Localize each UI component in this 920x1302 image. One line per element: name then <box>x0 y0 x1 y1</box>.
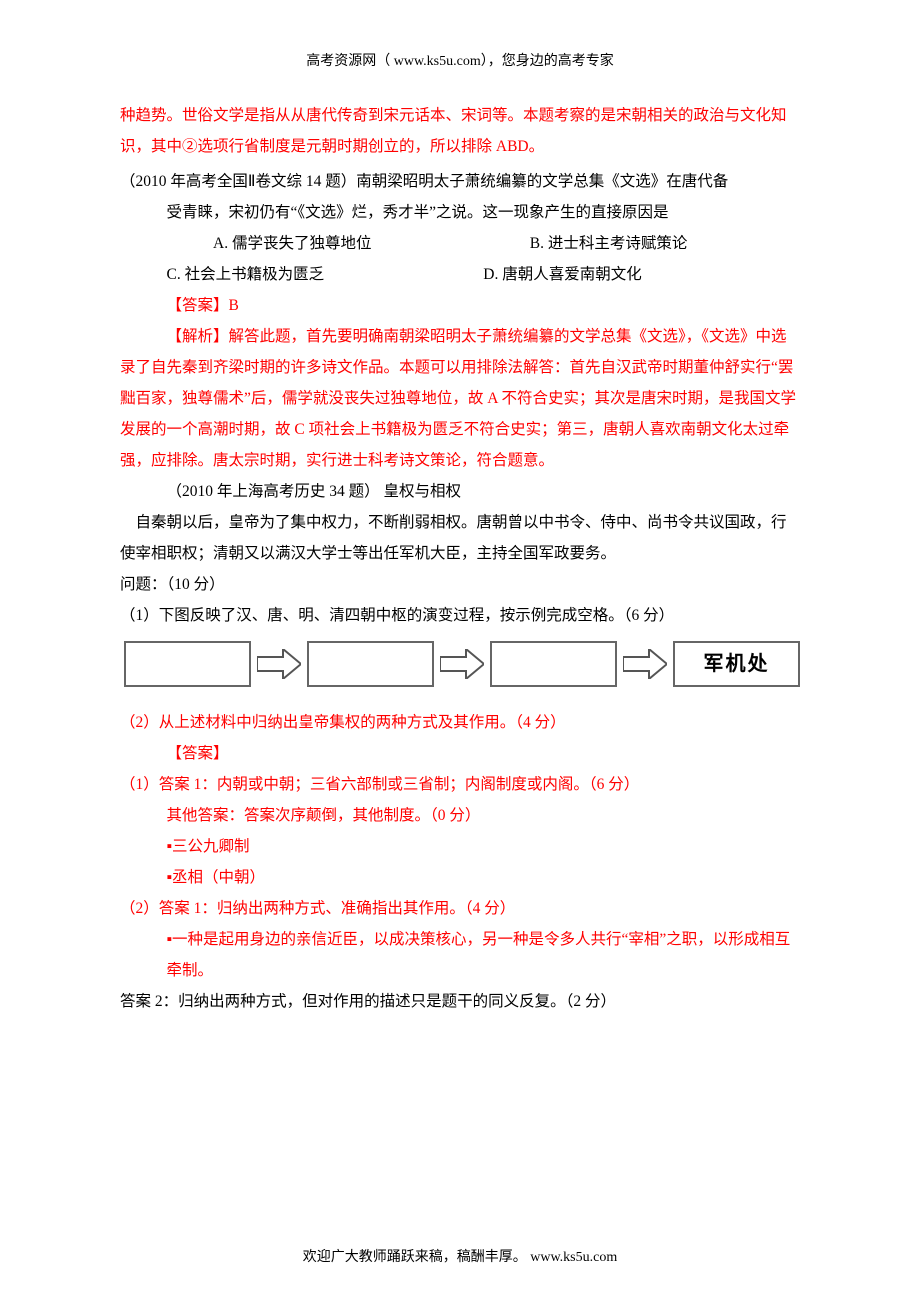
arrow-icon <box>257 649 301 679</box>
header-prefix: 高考资源网（ <box>306 54 394 69</box>
q1-options-row2: C. 社会上书籍极为匮乏 D. 唐朝人喜爱南朝文化 <box>120 259 800 290</box>
document-body: 种趋势。世俗文学是指从从唐代传奇到宋元话本、宋词等。本题考察的是宋朝相关的政治与… <box>0 100 920 1017</box>
q1-option-c: C. 社会上书籍极为匮乏 <box>167 259 484 290</box>
header-url: www.ks5u.com <box>394 54 481 69</box>
q1-stem-line1: （2010 年高考全国Ⅱ卷文综 14 题）南朝梁昭明太子萧统编纂的文学总集《文选… <box>120 166 800 197</box>
q1-option-a: A. 儒学丧失了独尊地位 <box>167 228 484 259</box>
header-suffix: ），您身边的高考专家 <box>481 54 614 69</box>
q1-options-row1: A. 儒学丧失了独尊地位 B. 进士科主考诗赋策论 <box>120 228 800 259</box>
intro-paragraph: 种趋势。世俗文学是指从从唐代传奇到宋元话本、宋词等。本题考察的是宋朝相关的政治与… <box>120 100 800 162</box>
diagram-box-3 <box>490 641 617 687</box>
q2-a1-bullet1: ▪三公九卿制 <box>120 831 800 862</box>
q2-sub1: （1）下图反映了汉、唐、明、清四朝中枢的演变过程，按示例完成空格。（6 分） <box>120 600 800 631</box>
q1-option-b: B. 进士科主考诗赋策论 <box>483 228 800 259</box>
diagram-box-4: 军机处 <box>673 641 800 687</box>
arrow-icon <box>623 649 667 679</box>
q2-a2-line1: （2）答案 1：归纳出两种方式、准确指出其作用。（4 分） <box>120 893 800 924</box>
q2-sub2: （2）从上述材料中归纳出皇帝集权的两种方式及其作用。（4 分） <box>120 707 800 738</box>
q2-a1-line1: （1）答案 1：内朝或中朝；三省六部制或三省制；内阁制度或内阁。（6 分） <box>120 769 800 800</box>
q1-stem-line2: 受青睐，宋初仍有“《文选》烂，秀才半”之说。这一现象产生的直接原因是 <box>120 197 800 228</box>
q2-answer-label: 【答案】 <box>120 738 800 769</box>
diagram-box-2 <box>307 641 434 687</box>
q1-analysis: 【解析】解答此题，首先要明确南朝梁昭明太子萧统编纂的文学总集《文选》，《文选》中… <box>120 321 800 476</box>
page-footer: 欢迎广大教师踊跃来稿，稿酬丰厚。 www.ks5u.com <box>0 1246 920 1266</box>
q2-a1-line2: 其他答案：答案次序颠倒，其他制度。（0 分） <box>120 800 800 831</box>
footer-prefix: 欢迎广大教师踊跃来稿，稿酬丰厚。 <box>303 1250 531 1265</box>
diagram-box-1 <box>124 641 251 687</box>
evolution-diagram: 军机处 <box>124 631 800 707</box>
q2-a2-bullet: ▪一种是起用身边的亲信近臣，以成决策核心，另一种是令多人共行“宰相”之职，以形成… <box>120 924 800 986</box>
q1-option-d: D. 唐朝人喜爱南朝文化 <box>483 259 800 290</box>
q2-a1-bullet2: ▪丞相（中朝） <box>120 862 800 893</box>
q2-para1: 自秦朝以后，皇帝为了集中权力，不断削弱相权。唐朝曾以中书令、侍中、尚书令共议国政… <box>120 507 800 569</box>
footer-url: www.ks5u.com <box>530 1250 617 1265</box>
q2-a2-alt: 答案 2：归纳出两种方式，但对作用的描述只是题干的同义反复。（2 分） <box>120 986 800 1017</box>
q2-title: （2010 年上海高考历史 34 题） 皇权与相权 <box>120 476 800 507</box>
arrow-icon <box>440 649 484 679</box>
q1-answer: 【答案】B <box>120 290 800 321</box>
q2-prompt: 问题：（10 分） <box>120 569 800 600</box>
page-header: 高考资源网（ www.ks5u.com），您身边的高考专家 <box>0 0 920 100</box>
